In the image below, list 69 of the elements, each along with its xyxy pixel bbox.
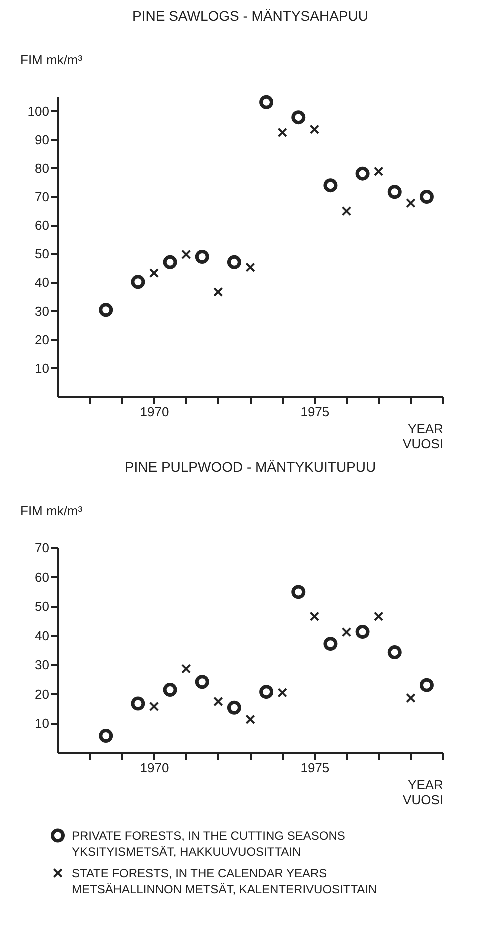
point — [388, 646, 402, 660]
point — [99, 303, 114, 318]
point — [181, 250, 192, 260]
point — [149, 268, 160, 278]
y-tick-label: 50 — [35, 599, 50, 614]
point — [292, 585, 306, 600]
point — [227, 700, 242, 715]
y-tick-label: 30 — [35, 304, 50, 319]
y-tick-label: 100 — [28, 104, 50, 119]
y-tick-label: 60 — [35, 570, 50, 585]
point — [374, 166, 384, 176]
y-tick-label: 70 — [35, 540, 50, 556]
x-tick-label: 1975 — [300, 760, 330, 776]
x-axis-title: YEAR VUOSI — [403, 778, 444, 808]
point — [260, 95, 274, 110]
point — [163, 683, 178, 698]
point — [406, 693, 416, 704]
point — [227, 255, 242, 270]
point — [356, 166, 370, 181]
point — [406, 198, 416, 208]
point — [356, 625, 370, 640]
point — [99, 729, 114, 743]
point — [310, 612, 320, 622]
point — [195, 675, 210, 690]
y-tick-label: 40 — [35, 275, 50, 290]
point — [310, 124, 320, 134]
y-tick-label: 20 — [35, 332, 50, 348]
point — [342, 627, 352, 638]
y-tick-label: 30 — [35, 658, 50, 673]
chart-title: PINE PULPWOOD - MÄNTYKUITUPUU — [124, 459, 376, 475]
legend-label: PRIVATE FORESTS, IN THE CUTTING SEASONS YKSITYISMETSÄT, HAKKUUVUOSITTAIN — [72, 828, 346, 859]
y-axis-title: FIM mk/m³ — [20, 52, 84, 68]
y-axis-title: FIM mk/m³ — [20, 504, 84, 518]
point — [278, 688, 288, 698]
point — [292, 110, 306, 125]
point — [278, 128, 288, 138]
y-tick-label: 10 — [35, 716, 50, 732]
y-tick-label: 80 — [35, 160, 50, 176]
legend-label: STATE FORESTS, IN THE CALENDAR YEARS METSÄHALLINNON METSÄT, KALENTERIVUOSITTAIN — [72, 866, 378, 896]
point — [246, 262, 256, 272]
y-tick-label: 20 — [35, 686, 50, 702]
point — [181, 664, 192, 674]
point — [195, 250, 210, 264]
x-tick-label: 1975 — [300, 404, 330, 420]
y-tick-label: 10 — [35, 360, 50, 376]
point — [214, 696, 224, 707]
point — [342, 206, 352, 216]
point — [420, 678, 434, 692]
y-tick-label: 40 — [35, 628, 50, 644]
point — [131, 275, 146, 290]
x-tick-label: 1970 — [140, 404, 170, 420]
y-tick-label: 90 — [35, 132, 50, 148]
y-tick-label: 60 — [35, 218, 50, 234]
point — [163, 255, 178, 270]
point — [324, 178, 338, 193]
x-tick-label: 1970 — [140, 760, 170, 776]
y-tick-label: 50 — [35, 246, 50, 262]
point — [374, 612, 384, 622]
point — [214, 287, 224, 298]
point — [131, 696, 146, 711]
point — [324, 637, 338, 652]
point — [246, 714, 256, 724]
point — [260, 685, 274, 700]
chart-title: PINE SAWLOGS - MÄNTYSAHAPUU — [132, 8, 368, 24]
point — [149, 702, 160, 712]
point — [388, 185, 402, 200]
x-axis-title: YEAR VUOSI — [403, 422, 444, 452]
point — [420, 190, 434, 204]
y-tick-label: 70 — [35, 190, 50, 204]
